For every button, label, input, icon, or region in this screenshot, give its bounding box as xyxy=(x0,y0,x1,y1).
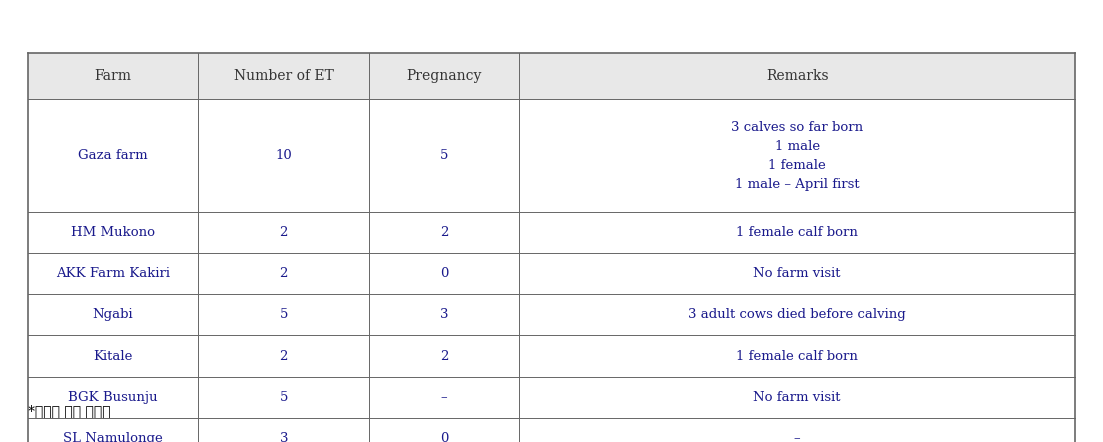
Text: 2: 2 xyxy=(279,267,288,280)
Text: 3 calves so far born
1 male
1 female
1 male – April first: 3 calves so far born 1 male 1 female 1 m… xyxy=(731,121,864,191)
Text: Pregnancy: Pregnancy xyxy=(406,69,482,83)
Bar xyxy=(28,294,199,335)
Text: No farm visit: No farm visit xyxy=(753,267,840,280)
Bar xyxy=(370,212,520,253)
Bar xyxy=(370,53,520,99)
Text: Gaza farm: Gaza farm xyxy=(78,149,148,162)
Bar xyxy=(199,53,370,99)
Text: Remarks: Remarks xyxy=(765,69,828,83)
Bar xyxy=(199,99,370,212)
Bar xyxy=(370,418,520,442)
Bar xyxy=(199,212,370,253)
Bar xyxy=(370,335,520,377)
Bar xyxy=(28,99,199,212)
Bar xyxy=(520,335,1075,377)
Text: –: – xyxy=(794,432,801,442)
Text: Ngabi: Ngabi xyxy=(93,309,133,321)
Text: SL Namulonge: SL Namulonge xyxy=(63,432,163,442)
Bar xyxy=(28,212,199,253)
Bar xyxy=(370,377,520,418)
Text: Number of ET: Number of ET xyxy=(234,69,334,83)
Text: 10: 10 xyxy=(276,149,292,162)
Text: 0: 0 xyxy=(440,267,448,280)
Text: 5: 5 xyxy=(279,309,288,321)
Text: 3: 3 xyxy=(440,309,448,321)
Bar xyxy=(28,335,199,377)
Text: *수정란 이식 성공률: *수정란 이식 성공률 xyxy=(28,404,110,418)
Bar xyxy=(520,377,1075,418)
Bar xyxy=(520,253,1075,294)
Bar xyxy=(370,294,520,335)
Bar xyxy=(370,253,520,294)
Bar xyxy=(520,212,1075,253)
Text: 5: 5 xyxy=(440,149,448,162)
Bar xyxy=(520,53,1075,99)
Bar xyxy=(199,377,370,418)
Text: 3: 3 xyxy=(279,432,288,442)
Text: AKK Farm Kakiri: AKK Farm Kakiri xyxy=(56,267,170,280)
Text: 1 female calf born: 1 female calf born xyxy=(737,226,858,239)
Text: 0: 0 xyxy=(440,432,448,442)
Text: 2: 2 xyxy=(279,226,288,239)
Bar xyxy=(28,253,199,294)
Bar xyxy=(28,53,199,99)
Bar xyxy=(370,99,520,212)
Text: HM Mukono: HM Mukono xyxy=(71,226,156,239)
Bar xyxy=(520,418,1075,442)
Text: 3 adult cows died before calving: 3 adult cows died before calving xyxy=(688,309,906,321)
Text: BGK Busunju: BGK Busunju xyxy=(68,391,158,404)
Text: 1 female calf born: 1 female calf born xyxy=(737,350,858,362)
Text: Farm: Farm xyxy=(95,69,131,83)
Bar xyxy=(28,377,199,418)
Text: 2: 2 xyxy=(440,226,448,239)
Bar xyxy=(520,99,1075,212)
Bar xyxy=(199,294,370,335)
Text: –: – xyxy=(441,391,448,404)
Text: 2: 2 xyxy=(440,350,448,362)
Bar xyxy=(199,418,370,442)
Text: 2: 2 xyxy=(279,350,288,362)
Bar xyxy=(199,253,370,294)
Bar xyxy=(520,294,1075,335)
Bar xyxy=(199,335,370,377)
Bar xyxy=(28,418,199,442)
Text: No farm visit: No farm visit xyxy=(753,391,840,404)
Text: Kitale: Kitale xyxy=(94,350,132,362)
Text: 5: 5 xyxy=(279,391,288,404)
